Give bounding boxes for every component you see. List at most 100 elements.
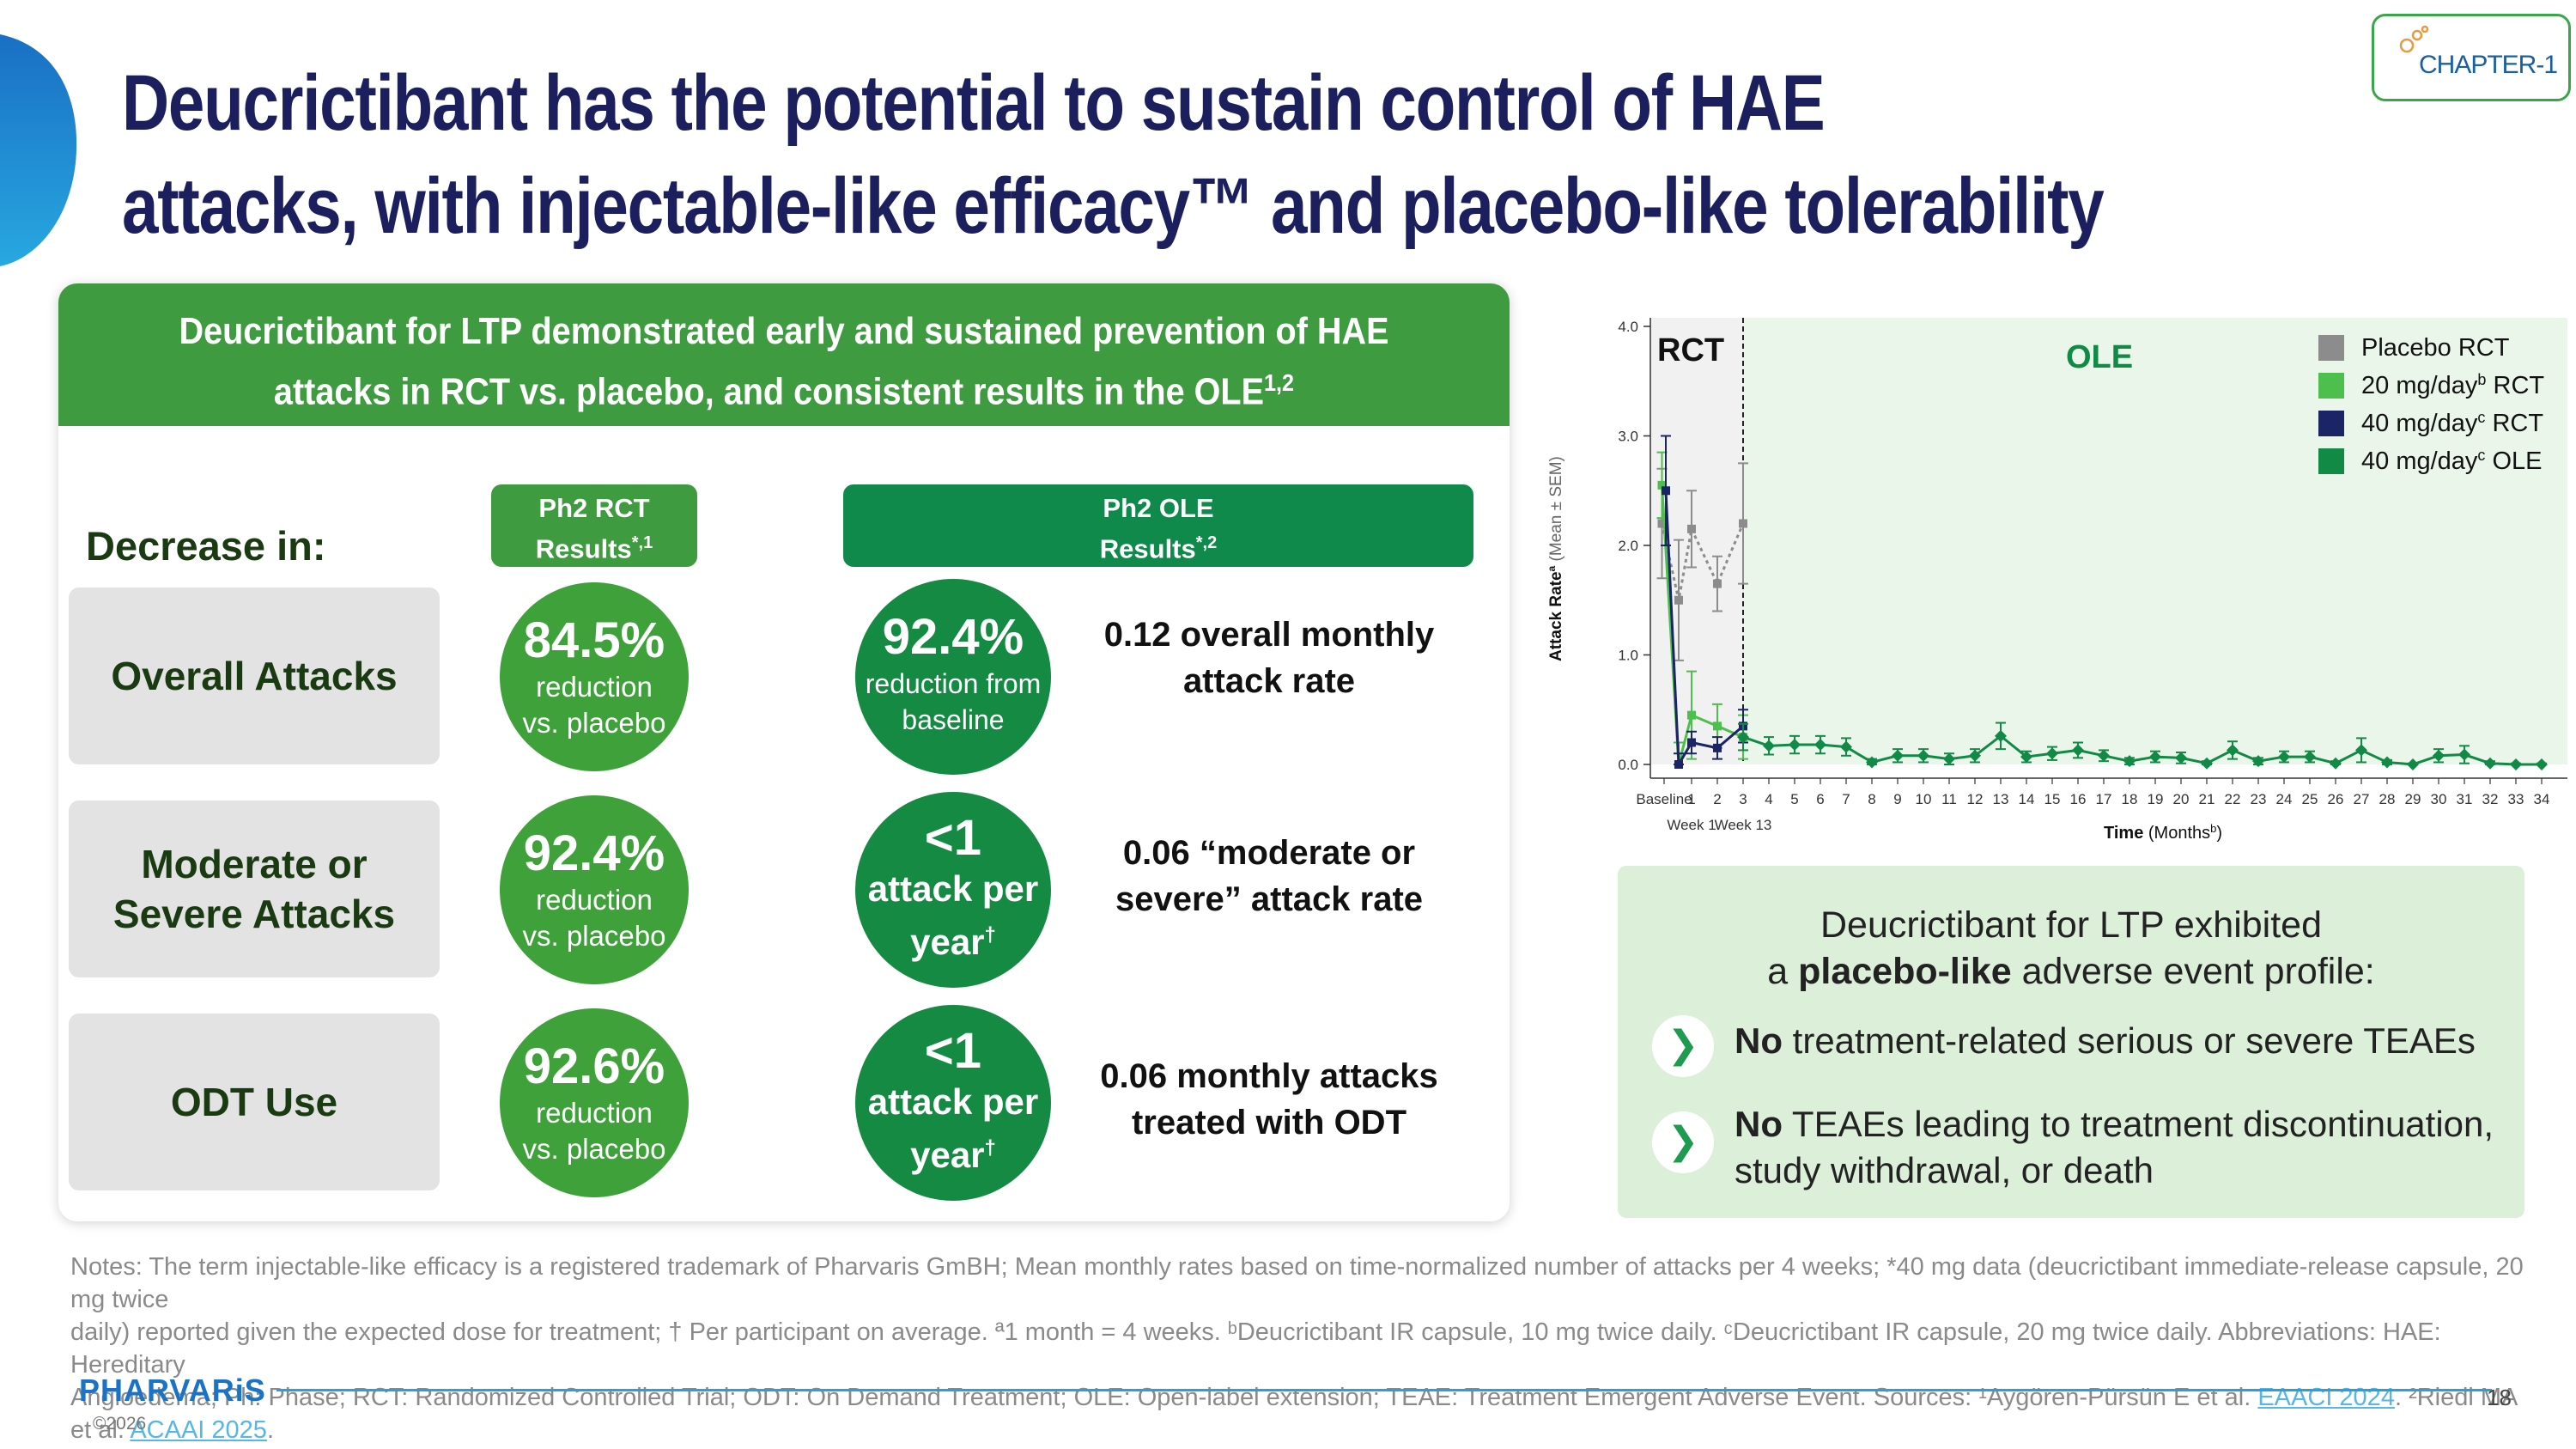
chart-legend: Placebo RCT 20 mg/dayb RCT 40 mg/dayc RCT 4… <box>2318 334 2544 475</box>
x-sublabel-week1: Week 1 <box>1667 817 1716 833</box>
col-rct-sup: *,1 <box>631 533 653 552</box>
x-tick-label: 11 <box>1941 791 1957 807</box>
rct-region-label: RCT <box>1657 332 1724 368</box>
data-point <box>2123 755 2136 768</box>
data-point <box>2020 751 2032 764</box>
x-tick-label: 25 <box>2302 791 2318 807</box>
rate-moderate: 0.06 “moderate or severe” attack rate <box>1115 834 1424 918</box>
decrease-label: Decrease in: <box>86 523 326 569</box>
data-point <box>1892 749 1904 762</box>
data-point <box>1657 480 1667 490</box>
rct-circle-odt: 92.6% reduction vs. placebo <box>500 1008 689 1197</box>
y-tick-label: 1.0 <box>1618 648 1638 664</box>
data-point <box>2381 756 2393 769</box>
data-point <box>1674 760 1683 769</box>
data-point <box>1739 519 1747 528</box>
legend-label: 40 mg/dayc OLE <box>2361 447 2543 475</box>
data-point <box>2252 755 2264 768</box>
x-tick-label: 13 <box>1993 791 2009 807</box>
data-point <box>1713 743 1722 752</box>
footnote-line3: Angioedema; Ph: Phase; RCT: Randomized C… <box>70 1384 2517 1444</box>
y-tick-label: 4.0 <box>1618 319 1638 335</box>
rate-odt: 0.06 monthly attacks treated with ODT <box>1100 1057 1438 1142</box>
data-point <box>1969 749 1981 762</box>
ole-region <box>1743 318 2567 764</box>
panel-header-line2: attacks in RCT vs. placebo, and consiste… <box>273 370 1265 413</box>
legend-label: Placebo RCT <box>2361 334 2510 362</box>
y-axis-label: Attack Ratea (Mean ± SEM) <box>1546 456 1565 661</box>
data-point <box>1995 729 2007 742</box>
x-tick-label: 14 <box>2019 791 2035 807</box>
data-point <box>2175 752 2187 764</box>
x-axis-label: Time (Monthsb) <box>2104 822 2222 843</box>
x-tick-label: 17 <box>2096 791 2112 807</box>
rct-circle-overall: 84.5% reduction vs. placebo <box>500 582 689 771</box>
data-point <box>2278 751 2290 764</box>
ole-circle-odt: <1 attack per year† <box>855 1005 1051 1201</box>
ae-heading: Deucrictibant for LTP exhibited a placeb… <box>1618 902 2524 995</box>
x-tick-label: 8 <box>1868 791 1875 807</box>
data-point <box>2149 751 2161 764</box>
data-point <box>1789 739 1801 752</box>
data-point <box>2330 757 2342 770</box>
ole-circle-moderate: <1 attack per year† <box>855 792 1051 988</box>
x-tick-label: 10 <box>1916 791 1932 807</box>
chapter-logo-text: CHAPTER-1 <box>2419 51 2558 79</box>
x-tick-label: 34 <box>2534 791 2550 807</box>
chart-regions: RCT OLE <box>1650 318 2567 764</box>
x-tick-label: 9 <box>1893 791 1901 807</box>
data-point <box>2046 747 2058 760</box>
pharvaris-logo: PHARVARiS <box>79 1373 266 1408</box>
data-point <box>2458 748 2470 761</box>
acaai-link[interactable]: ACAAI 2025 <box>130 1416 267 1444</box>
col-header-rct: Ph2 RCT Results*,1 <box>491 484 697 567</box>
data-point <box>1687 710 1696 720</box>
x-tick-label: 21 <box>2199 791 2215 807</box>
x-tick-label: 32 <box>2482 791 2499 807</box>
legend-swatch <box>2318 448 2344 474</box>
x-tick-label: 19 <box>2148 791 2164 807</box>
legend-item: 40 mg/dayc RCT <box>2318 409 2543 437</box>
data-point <box>2484 757 2496 770</box>
col-ole-sup: *,2 <box>1195 533 1218 552</box>
x-tick-label: 26 <box>2328 791 2344 807</box>
x-sublabel-week13: Week 13 <box>1715 817 1772 833</box>
legend-item: Placebo RCT <box>2318 334 2510 362</box>
row-label-moderate-severe: Moderate or Severe Attacks <box>69 801 440 977</box>
ole-region-label: OLE <box>2066 339 2133 375</box>
data-point <box>1737 731 1749 744</box>
bubbles-icon <box>2399 25 2429 53</box>
chart-series <box>1656 435 2548 770</box>
decorative-arc <box>0 34 77 266</box>
x-tick-label: 6 <box>1816 791 1824 807</box>
col-ole-line2: Results <box>1099 533 1196 564</box>
chevron-right-icon: ❯ <box>1652 1111 1714 1173</box>
footnote-line1: Notes: The term injectable-like efficacy… <box>70 1253 2524 1313</box>
y-tick-label: 3.0 <box>1618 429 1638 445</box>
data-point <box>2201 757 2213 770</box>
data-point <box>1687 524 1696 533</box>
eaaci-link[interactable]: EAACI 2024 <box>2257 1384 2395 1411</box>
ole-circle-overall: 92.4% reduction from baseline <box>855 579 1051 775</box>
data-point <box>2355 744 2367 757</box>
panel-header: Deucrictibant for LTP demonstrated early… <box>58 283 1510 426</box>
data-point <box>1917 749 1929 762</box>
results-panel: Deucrictibant for LTP demonstrated early… <box>58 283 1510 1221</box>
ae-bullet-2: No TEAEs leading to treatment discontinu… <box>1735 1104 2494 1190</box>
data-point <box>1943 752 1955 765</box>
panel-header-line1: Deucrictibant for LTP demonstrated early… <box>179 310 1389 352</box>
series-40-mg-day-ole <box>1737 721 2548 770</box>
x-tick-label: Baseline <box>1636 791 1692 807</box>
legend-label: 40 mg/dayc RCT <box>2361 409 2543 437</box>
footnote-line2: daily) reported given the expected dose … <box>70 1318 2441 1379</box>
data-point <box>1687 738 1696 747</box>
footer-divider <box>276 1389 2492 1391</box>
legend-item: 40 mg/dayc OLE <box>2318 447 2543 475</box>
data-point <box>1763 740 1775 752</box>
footnotes: Notes: The term injectable-like efficacy… <box>70 1251 2526 1446</box>
data-point <box>1840 740 1852 753</box>
rct-circle-moderate: 92.4% reduction vs. placebo <box>500 795 689 984</box>
x-tick-label: 2 <box>1713 791 1721 807</box>
x-tick-label: 20 <box>2173 791 2190 807</box>
